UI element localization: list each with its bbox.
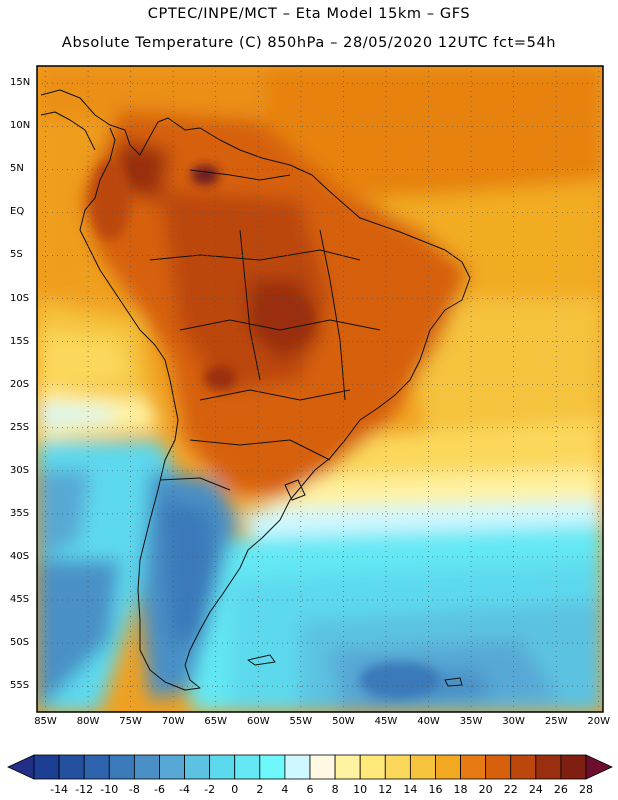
lat-label: 5N xyxy=(10,163,24,175)
legend-swatch xyxy=(384,754,411,780)
legend-label: -12 xyxy=(75,783,94,796)
legend-swatch xyxy=(58,754,85,780)
lat-label: 30S xyxy=(10,464,30,476)
lon-label: 45W xyxy=(374,716,398,727)
title-line-2: Absolute Temperature (C) 850hPa – 28/05/… xyxy=(61,35,557,51)
legend-label: 20 xyxy=(478,783,493,796)
legend-swatch xyxy=(234,754,261,780)
lat-label: 10N xyxy=(10,120,31,132)
lon-label: 50W xyxy=(332,716,355,727)
lat-label: 45S xyxy=(10,594,30,606)
legend-swatch xyxy=(409,754,436,780)
lat-label: 15S xyxy=(10,335,30,347)
legend-label: 28 xyxy=(579,783,593,796)
map-frame xyxy=(36,65,604,713)
temperature-field xyxy=(37,66,603,712)
legend-swatch xyxy=(485,754,512,780)
legend-label: -4 xyxy=(179,783,191,796)
legend-label: 12 xyxy=(378,783,393,796)
lat-label: 35S xyxy=(10,507,30,519)
lat-label: 40S xyxy=(10,550,30,562)
legend-label: 18 xyxy=(453,783,468,796)
legend-swatch xyxy=(259,754,286,780)
legend-label: 0 xyxy=(231,783,239,796)
legend-label: 8 xyxy=(331,783,339,796)
lon-label: 25W xyxy=(544,716,568,727)
legend-swatch xyxy=(108,754,135,780)
lat-label: 10S xyxy=(10,292,30,304)
legend-swatch xyxy=(33,754,60,780)
legend-label: 22 xyxy=(503,783,518,796)
legend-label: -2 xyxy=(204,783,216,796)
lat-label: 25S xyxy=(10,421,30,433)
lon-label: 80W xyxy=(76,716,100,727)
lat-label: 55S xyxy=(10,680,30,692)
legend-swatch xyxy=(359,754,386,780)
legend-swatch xyxy=(159,754,185,780)
legend-swatch xyxy=(284,754,311,780)
lon-label: 40W xyxy=(417,716,440,727)
lat-label: EQ xyxy=(10,206,25,218)
legend-swatch xyxy=(560,754,587,780)
legend-over-arrow xyxy=(585,754,613,780)
legend-swatch xyxy=(535,754,562,780)
legend-swatch xyxy=(460,754,487,780)
lon-label: 65W xyxy=(204,716,228,727)
legend-label: 26 xyxy=(553,783,568,796)
legend-label: 4 xyxy=(281,783,289,796)
lon-label: 30W xyxy=(502,716,525,727)
legend-label: -6 xyxy=(153,783,165,796)
legend-under-arrow xyxy=(7,754,35,780)
legend-label: 6 xyxy=(306,783,314,796)
legend-label: 16 xyxy=(428,783,443,796)
legend-label: -14 xyxy=(50,783,69,796)
lat-label: 15N xyxy=(10,77,31,89)
lat-label: 50S xyxy=(10,637,30,649)
lon-label: 75W xyxy=(119,716,142,727)
legend-swatch xyxy=(184,754,211,780)
legend-label: 24 xyxy=(528,783,543,796)
lat-label: 20S xyxy=(10,378,30,390)
lon-label: 55W xyxy=(289,716,313,727)
legend-swatch xyxy=(334,754,361,780)
lon-label: 60W xyxy=(246,716,270,727)
lon-label: 85W xyxy=(34,716,57,727)
title-line-1: CPTEC/INPE/MCT – Eta Model 15km – GFS xyxy=(147,6,471,22)
legend-label: 10 xyxy=(353,783,368,796)
legend-label: 2 xyxy=(256,783,264,796)
legend-swatch xyxy=(309,754,336,780)
legend-label: -8 xyxy=(128,783,140,796)
legend-swatch xyxy=(133,754,160,780)
legend-swatch xyxy=(209,754,236,780)
legend-label: -10 xyxy=(100,783,119,796)
lon-label: 35W xyxy=(459,716,483,727)
legend-label: 14 xyxy=(403,783,418,796)
lon-label: 70W xyxy=(161,716,185,727)
lon-label: 20W xyxy=(587,716,611,727)
legend-swatch xyxy=(83,754,110,780)
legend-swatch xyxy=(435,754,461,780)
legend-swatch xyxy=(510,754,537,780)
lat-label: 5S xyxy=(10,249,23,261)
